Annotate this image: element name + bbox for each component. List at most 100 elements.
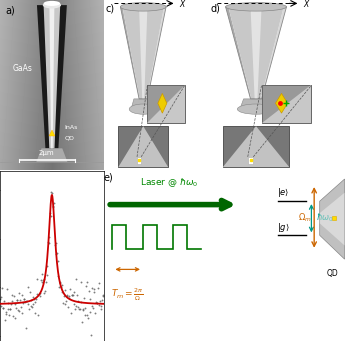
Point [31,296,37,302]
Point [54,250,60,255]
Point [24,298,29,304]
Polygon shape [228,7,284,99]
Polygon shape [139,7,147,99]
Point [63,298,69,303]
Point [71,289,76,294]
Point [8,307,13,312]
Point [33,297,39,302]
Point [2,318,8,323]
Point [82,312,88,317]
Polygon shape [120,7,140,99]
Text: $\hbar\omega_0$: $\hbar\omega_0$ [316,212,334,224]
Text: GaAs: GaAs [13,64,33,73]
Point [9,293,15,298]
Point [3,310,9,315]
Polygon shape [320,179,345,259]
Point [83,305,88,310]
Point [0,303,4,309]
Point [39,280,44,285]
Point [53,251,58,257]
Point [15,297,20,302]
Point [94,300,100,305]
Point [83,283,89,288]
Point [92,290,97,295]
Polygon shape [37,5,67,148]
Point [35,292,40,297]
Text: $T_m = \frac{2\pi}{\Omega}$: $T_m = \frac{2\pi}{\Omega}$ [111,286,144,303]
Point [72,301,77,307]
Point [88,310,93,315]
Point [57,280,63,285]
Point [56,284,62,290]
Point [37,291,43,296]
Text: $|e\rangle$: $|e\rangle$ [277,187,289,199]
Point [95,285,101,291]
Point [40,278,46,283]
Point [5,300,10,306]
Point [25,301,30,307]
Point [79,279,84,284]
Point [58,279,63,285]
Polygon shape [223,126,289,167]
Point [66,295,72,301]
Point [80,306,85,312]
Point [62,287,67,293]
Point [81,295,87,301]
Point [4,286,10,292]
Text: $X$: $X$ [303,0,311,9]
Point [68,311,74,316]
Point [61,300,66,306]
Point [1,299,7,304]
Point [24,298,30,303]
Point [93,299,99,305]
Point [32,310,37,315]
Point [0,286,5,291]
Point [97,298,103,304]
Bar [223,126,289,167]
Bar [118,126,168,167]
Point [28,303,33,309]
Point [92,310,98,316]
Polygon shape [226,7,251,99]
Text: $X$: $X$ [179,0,186,9]
Point [34,276,39,282]
Point [70,293,75,298]
Text: QD: QD [64,136,74,140]
Point [12,302,17,307]
Point [0,295,3,300]
Polygon shape [36,148,67,162]
Point [3,311,8,316]
Text: a): a) [5,5,15,15]
Point [7,307,12,312]
Polygon shape [49,5,54,148]
Point [96,280,101,286]
Point [52,201,57,206]
Bar [137,157,141,164]
Point [100,292,106,298]
Point [0,296,3,302]
Point [55,258,61,263]
Point [14,297,19,302]
Point [76,299,81,304]
Point [18,305,24,310]
Point [43,279,48,284]
Point [85,315,91,321]
Point [39,272,45,277]
Point [89,303,94,309]
Point [52,242,58,248]
Point [86,288,92,294]
Point [36,292,42,297]
Bar [248,157,253,164]
Point [64,292,70,298]
Polygon shape [275,93,288,113]
Polygon shape [240,99,272,109]
Point [38,278,44,283]
Point [26,284,31,290]
Point [87,296,92,302]
Point [30,301,35,307]
Point [67,286,73,292]
Point [61,293,67,298]
Text: QD: QD [326,269,338,278]
Point [88,332,94,338]
Point [72,306,78,312]
